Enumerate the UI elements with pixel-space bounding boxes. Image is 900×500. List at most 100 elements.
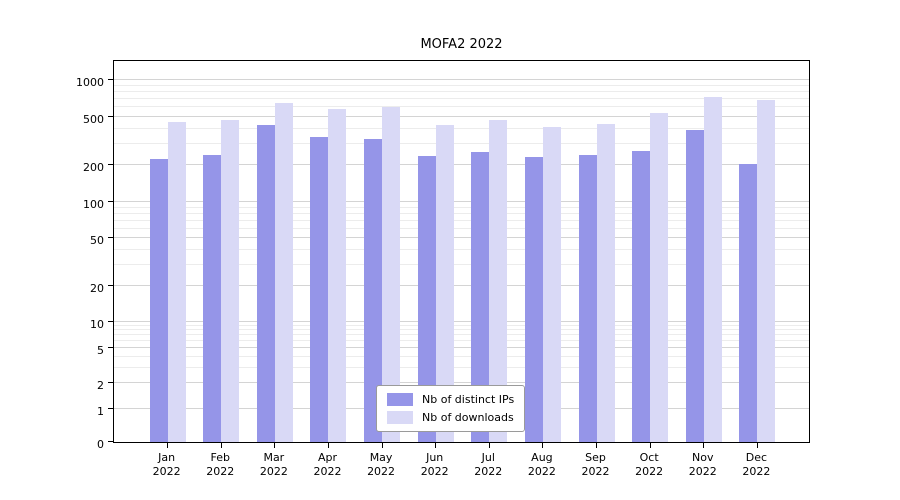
- gridline-minor: [114, 97, 809, 99]
- bar-downloads: [489, 120, 508, 442]
- x-tick-mark: [596, 443, 598, 448]
- legend-item-distinct-ips: Nb of distinct IPs: [387, 393, 514, 406]
- bar-distinct-ips: [685, 129, 704, 442]
- y-tick-mark: [108, 284, 114, 286]
- y-tick-mark: [108, 381, 114, 383]
- gridline-minor: [114, 340, 809, 342]
- bar-downloads: [274, 102, 293, 442]
- bar-distinct-ips: [310, 137, 329, 442]
- bar-distinct-ips: [739, 163, 758, 442]
- legend-label-downloads: Nb of downloads: [422, 411, 514, 424]
- y-tick-label: 10: [90, 318, 104, 331]
- x-tick-mark: [381, 443, 383, 448]
- bar-downloads: [221, 120, 240, 442]
- y-tick-label: 200: [83, 161, 104, 175]
- bar-distinct-ips: [417, 155, 436, 442]
- gridline-minor: [114, 84, 809, 86]
- bar-distinct-ips: [364, 138, 383, 442]
- x-tick-label: Dec 2022: [742, 451, 771, 478]
- y-tick-label: 1000: [76, 76, 104, 89]
- bar-downloads: [542, 127, 561, 442]
- x-tick-label: May 2022: [367, 451, 396, 478]
- y-tick-label: 20: [90, 281, 104, 295]
- x-tick-mark: [649, 443, 651, 448]
- x-tick-label: Oct 2022: [635, 451, 664, 478]
- bar-distinct-ips: [256, 124, 275, 442]
- x-tick-mark: [756, 443, 758, 448]
- gridline-minor: [114, 106, 809, 108]
- y-tick-label: 500: [83, 112, 104, 126]
- legend: Nb of distinct IPs Nb of downloads: [376, 385, 526, 432]
- y-tick-label: 100: [83, 198, 104, 211]
- x-tick-label: Jul 2022: [474, 451, 503, 478]
- x-tick-mark: [542, 443, 544, 448]
- bar-downloads: [650, 112, 669, 442]
- gridline-minor: [114, 212, 809, 214]
- gridline-major: [114, 164, 809, 166]
- gridline-minor: [114, 127, 809, 129]
- bar-downloads: [435, 124, 454, 442]
- gridline-major: [114, 381, 809, 383]
- gridline-minor: [114, 206, 809, 208]
- y-tick-mark: [108, 115, 114, 117]
- x-tick-mark: [488, 443, 490, 448]
- gridline-major: [114, 284, 809, 286]
- x-tick-mark: [167, 443, 169, 448]
- y-tick-label: 50: [90, 234, 104, 248]
- bar-distinct-ips: [632, 151, 651, 442]
- y-tick-mark: [108, 79, 114, 80]
- x-tick-label: Jan 2022: [152, 451, 181, 478]
- legend-swatch-distinct-ips: [387, 393, 413, 406]
- bar-distinct-ips: [471, 152, 490, 442]
- y-tick-mark: [108, 164, 114, 166]
- gridline-major: [114, 201, 809, 202]
- gridline-minor: [114, 142, 809, 144]
- x-tick-label: Sep 2022: [581, 451, 610, 478]
- bar-distinct-ips: [149, 159, 168, 442]
- gridline-minor: [114, 90, 809, 92]
- y-tick-label: 2: [97, 378, 104, 392]
- y-tick-label: 5: [97, 344, 104, 358]
- y-tick-label: 1: [97, 405, 104, 418]
- y-tick-mark: [108, 441, 114, 442]
- gridline-major: [114, 237, 809, 239]
- x-tick-label: Jun 2022: [420, 451, 449, 478]
- gridline-major: [114, 321, 809, 322]
- x-tick-label: Feb 2022: [206, 451, 235, 478]
- gridline-major: [114, 347, 809, 349]
- gridline-minor: [114, 219, 809, 221]
- bar-distinct-ips: [203, 154, 222, 442]
- gridline-major: [114, 115, 809, 117]
- gridline-minor: [114, 248, 809, 250]
- x-tick-mark: [274, 443, 276, 448]
- y-tick-label: 0: [97, 438, 104, 451]
- gridline-minor: [114, 366, 809, 368]
- x-tick-label: Mar 2022: [259, 451, 288, 478]
- gridline-minor: [114, 329, 809, 331]
- y-tick-mark: [108, 237, 114, 239]
- gridline-major: [114, 79, 809, 80]
- legend-label-distinct-ips: Nb of distinct IPs: [422, 393, 515, 406]
- chart-title: MOFA2 2022: [420, 37, 503, 52]
- y-tick-mark: [108, 201, 114, 202]
- bar-downloads: [167, 122, 186, 442]
- legend-item-downloads: Nb of downloads: [387, 411, 514, 424]
- plot-area: Nb of distinct IPs Nb of downloads: [108, 60, 810, 448]
- x-tick-mark: [327, 443, 329, 448]
- y-tick-mark: [108, 347, 114, 349]
- bar-downloads: [596, 124, 615, 442]
- x-tick-label: Aug 2022: [527, 451, 556, 478]
- x-tick-mark: [435, 443, 437, 448]
- bar-downloads: [757, 100, 776, 442]
- x-tick-label: Nov 2022: [688, 451, 717, 478]
- x-tick-mark: [703, 443, 705, 448]
- y-tick-mark: [108, 321, 114, 322]
- bar-distinct-ips: [524, 156, 543, 442]
- bar-downloads: [703, 97, 722, 442]
- legend-swatch-downloads: [387, 411, 413, 424]
- gridline-minor: [114, 227, 809, 229]
- gridline-minor: [114, 334, 809, 336]
- x-tick-mark: [220, 443, 222, 448]
- gridline-minor: [114, 324, 809, 326]
